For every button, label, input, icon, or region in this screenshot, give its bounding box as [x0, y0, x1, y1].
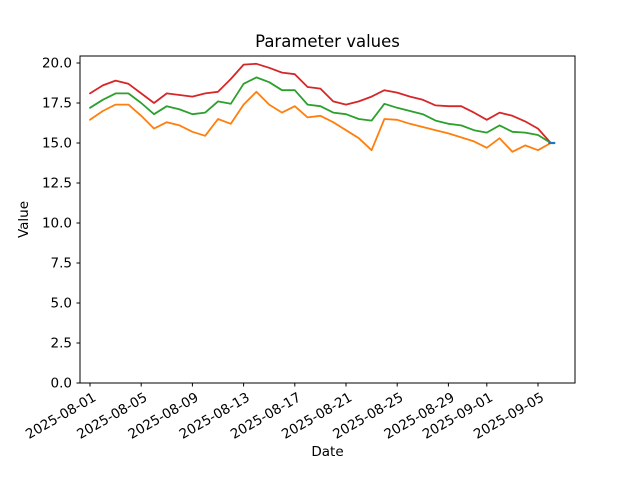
y-tick-label: 2.5: [51, 336, 72, 352]
y-tick-label: 15.0: [42, 136, 72, 152]
x-axis-label: Date: [311, 444, 343, 460]
plot-series: [89, 62, 556, 153]
chart-title: Parameter values: [255, 32, 400, 51]
y-tick-label: 12.5: [42, 176, 72, 192]
y-tick-label: 10.0: [42, 216, 72, 232]
orange-line: [89, 90, 552, 153]
y-tick-label: 7.5: [51, 256, 72, 272]
green-line: [89, 76, 552, 144]
y-tick-label: 20.0: [42, 56, 72, 72]
y-tick-label: 5.0: [51, 296, 72, 312]
axes-frame: [79, 55, 576, 384]
red-line: [89, 62, 552, 144]
x-axis-ticks: 2025-08-012025-08-052025-08-092025-08-13…: [23, 383, 547, 443]
y-axis-ticks: 0.0 2.5 5.0 7.5 10.0 12.5 15.0 17.5 20.0: [42, 56, 80, 392]
y-axis-label: Value: [16, 201, 32, 238]
y-tick-label: 0.0: [51, 376, 72, 392]
y-tick-label: 17.5: [42, 96, 72, 112]
